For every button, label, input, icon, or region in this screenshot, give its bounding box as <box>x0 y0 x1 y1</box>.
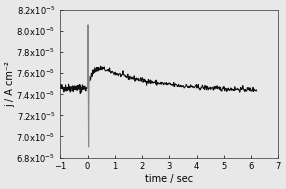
X-axis label: time / sec: time / sec <box>145 174 193 184</box>
Y-axis label: j / A cm⁻²: j / A cm⁻² <box>5 61 15 107</box>
